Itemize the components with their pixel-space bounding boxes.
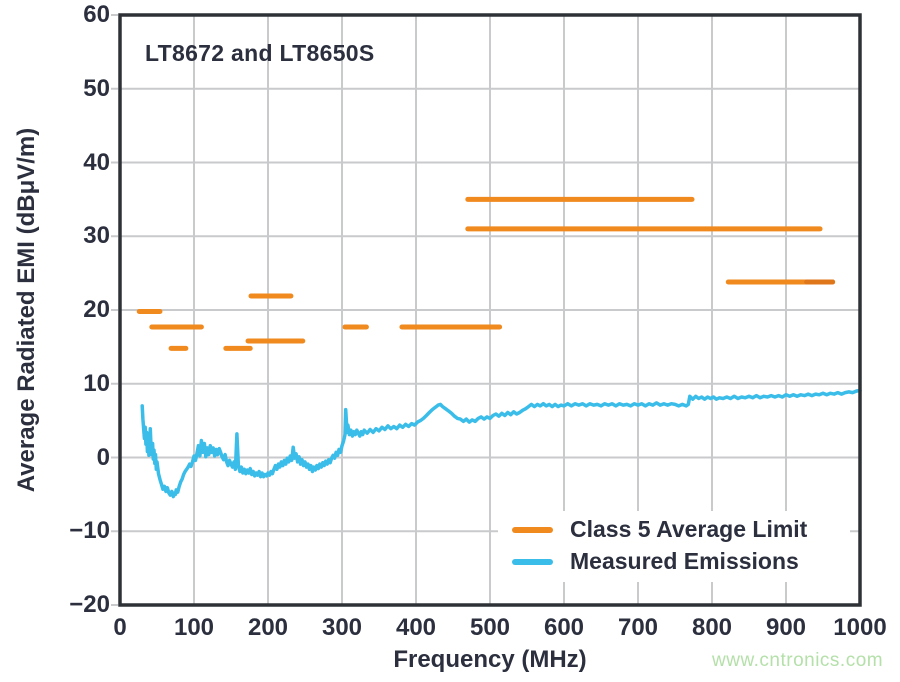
watermark: www.cntronics.com <box>712 650 884 671</box>
class5-limit-segments <box>136 196 836 351</box>
x-tick-label: 1000 <box>833 614 887 641</box>
legend-swatch-measured-emissions <box>512 558 553 565</box>
legend-label-class-5-average-limit: Class 5 Average Limit <box>570 516 808 542</box>
x-tick-label: 100 <box>173 614 215 641</box>
y-tick-label: −10 <box>69 517 110 545</box>
y-tick-label: 40 <box>83 148 110 176</box>
x-axis-title: Frequency (MHz) <box>393 646 587 673</box>
chart-annotation: LT8672 and LT8650S <box>145 40 375 66</box>
x-tick-label: 600 <box>543 614 585 641</box>
y-tick-label: 0 <box>96 443 110 471</box>
legend-item-class-5-average-limit: Class 5 Average Limit <box>512 516 850 543</box>
x-tick-label: 400 <box>395 614 437 641</box>
measured-emissions-curve <box>140 388 862 499</box>
x-tick-label: 900 <box>765 614 807 641</box>
x-tick-label: 0 <box>113 614 127 641</box>
y-tick-label: 20 <box>83 296 110 323</box>
y-tick-label: −20 <box>69 591 110 618</box>
grid-lines <box>111 14 860 606</box>
legend-swatch-class-5-average-limit <box>512 526 553 533</box>
x-tick-label: 500 <box>469 614 511 641</box>
x-tick-label: 300 <box>321 614 363 641</box>
y-tick-label: 10 <box>83 369 110 397</box>
plot-border <box>118 13 862 607</box>
legend-item-measured-emissions: Measured Emissions <box>512 548 850 575</box>
legend-label-measured-emissions: Measured Emissions <box>570 548 799 574</box>
x-tick-label: 700 <box>617 614 659 641</box>
y-tick-label: 50 <box>83 74 110 102</box>
legend: Class 5 Average Limit Measured Emissions <box>498 511 850 582</box>
y-tick-label: 30 <box>83 222 110 250</box>
x-tick-label: 800 <box>691 614 733 641</box>
y-tick-label: 60 <box>83 1 110 28</box>
x-tick-label: 200 <box>247 614 289 641</box>
